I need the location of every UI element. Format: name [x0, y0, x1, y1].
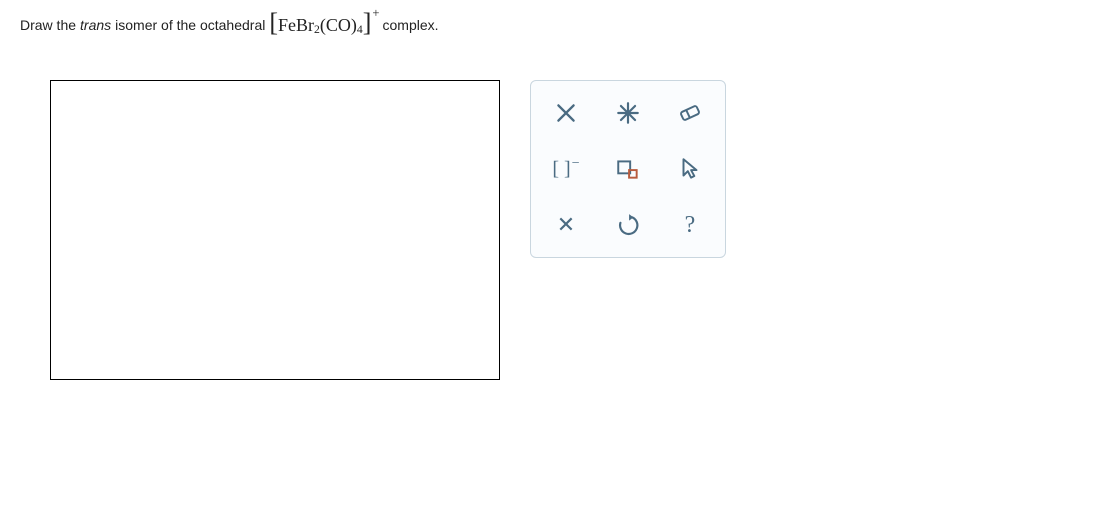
formula-co: (CO): [320, 15, 357, 36]
group-boxes-tool[interactable]: [599, 143, 657, 195]
x-small-icon: ✕: [557, 212, 575, 238]
asterisk-icon: [615, 100, 641, 126]
cursor-tool[interactable]: [661, 143, 719, 195]
undo-tool[interactable]: [599, 199, 657, 251]
question-prompt: Draw the trans isomer of the octahedral …: [20, 10, 1084, 40]
close-tool[interactable]: ✕: [537, 199, 595, 251]
brackets-icon: [ ]−: [552, 158, 579, 181]
drawing-canvas[interactable]: [50, 80, 500, 380]
cursor-icon: [677, 156, 703, 182]
prompt-prefix: Draw the: [20, 17, 76, 33]
x-large-icon: [553, 100, 579, 126]
formula-sub1: 2: [314, 23, 320, 36]
toolbox: [ ]− ✕ ?: [530, 80, 726, 258]
clear-tool[interactable]: [537, 87, 595, 139]
bracket-left: [: [269, 8, 278, 38]
formula-fe: FeBr: [278, 15, 314, 36]
eraser-tool[interactable]: [661, 87, 719, 139]
formula-charge: +: [372, 6, 379, 21]
prompt-suffix: complex.: [383, 17, 439, 33]
prompt-trans: trans: [80, 17, 111, 33]
bracket-right: ]: [363, 8, 372, 38]
undo-icon: [615, 212, 641, 238]
boxes-icon: [615, 156, 641, 182]
help-tool[interactable]: ?: [661, 199, 719, 251]
formula: [ FeBr 2 (CO) 4 ] +: [269, 10, 378, 40]
charge-brackets-tool[interactable]: [ ]−: [537, 143, 595, 195]
eraser-icon: [677, 100, 703, 126]
question-icon: ?: [685, 212, 696, 239]
asterisk-tool[interactable]: [599, 87, 657, 139]
prompt-mid: isomer of the octahedral: [115, 17, 265, 33]
